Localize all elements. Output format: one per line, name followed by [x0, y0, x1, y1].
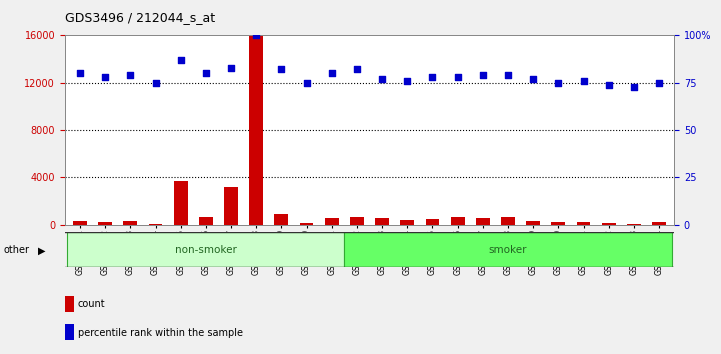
Text: ▶: ▶ [37, 245, 45, 255]
Bar [300, 223, 314, 225]
Bar [149, 224, 162, 225]
Bar [476, 218, 490, 225]
Point [326, 70, 337, 76]
Bar [199, 217, 213, 225]
Point [653, 80, 665, 86]
Bar [451, 217, 464, 225]
Bar [67, 232, 345, 267]
Bar [501, 217, 515, 225]
Point [150, 80, 162, 86]
Bar [602, 223, 616, 225]
Point [200, 70, 212, 76]
Point [427, 74, 438, 80]
Bar [350, 217, 364, 225]
Point [477, 72, 489, 78]
Point [376, 76, 388, 82]
Bar [98, 222, 112, 225]
Bar [425, 219, 439, 225]
Bar [174, 181, 187, 225]
Point [603, 82, 614, 87]
Point [301, 80, 312, 86]
Bar [249, 35, 263, 225]
Bar [65, 296, 74, 312]
Bar [275, 214, 288, 225]
Point [402, 78, 413, 84]
Point [503, 72, 514, 78]
Bar [325, 218, 339, 225]
Point [452, 74, 464, 80]
Point [351, 67, 363, 72]
Bar [652, 222, 666, 225]
Point [552, 80, 564, 86]
Text: non-smoker: non-smoker [175, 245, 236, 255]
Point [99, 74, 111, 80]
Text: smoker: smoker [489, 245, 527, 255]
Point [125, 72, 136, 78]
Bar [552, 222, 565, 225]
Bar [345, 232, 672, 267]
Point [275, 67, 287, 72]
Bar [577, 222, 590, 225]
Bar [224, 187, 238, 225]
Text: count: count [78, 299, 105, 309]
Point [175, 57, 187, 63]
Point [250, 33, 262, 38]
Point [74, 70, 86, 76]
Text: other: other [4, 245, 30, 255]
Bar [375, 218, 389, 225]
Point [578, 78, 589, 84]
Text: GDS3496 / 212044_s_at: GDS3496 / 212044_s_at [65, 11, 215, 24]
Point [527, 76, 539, 82]
Bar [123, 221, 137, 225]
Bar [65, 324, 74, 340]
Bar [627, 224, 641, 225]
Point [628, 84, 640, 89]
Bar [400, 220, 414, 225]
Text: percentile rank within the sample: percentile rank within the sample [78, 328, 242, 338]
Point [225, 65, 236, 70]
Bar [73, 221, 87, 225]
Bar [526, 221, 540, 225]
